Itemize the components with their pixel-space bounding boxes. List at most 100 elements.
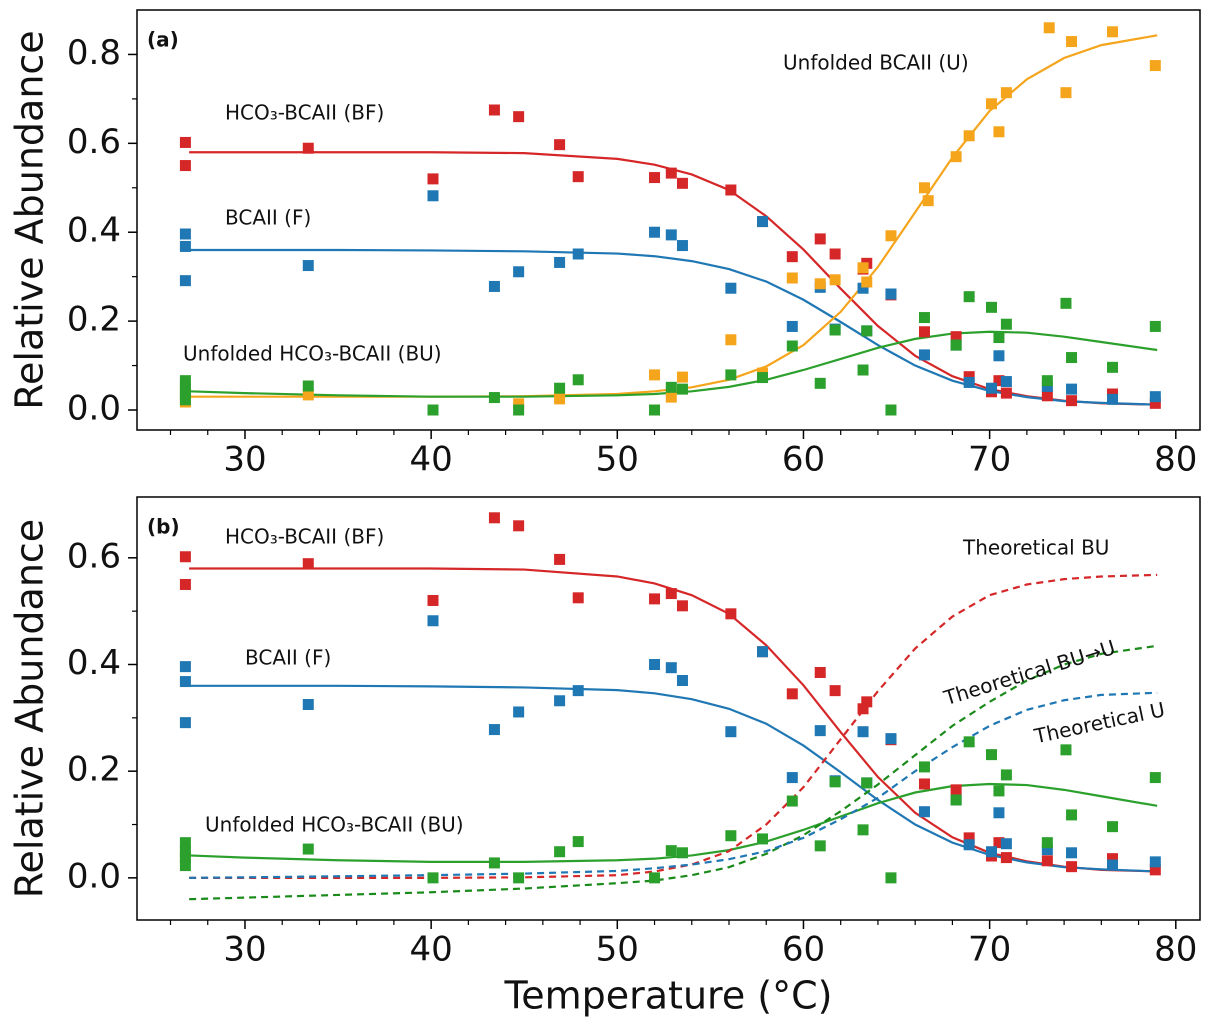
- data-point: [725, 282, 737, 294]
- data-point: [513, 706, 525, 718]
- data-point: [649, 658, 661, 670]
- data-point: [985, 98, 997, 110]
- data-point: [488, 392, 500, 404]
- data-point: [725, 369, 737, 381]
- data-point: [179, 661, 191, 673]
- data-point: [1041, 844, 1053, 856]
- y-tick-label: 0.2: [67, 300, 121, 340]
- data-point: [665, 845, 677, 857]
- data-point: [572, 248, 584, 260]
- data-point: [179, 136, 191, 148]
- fit-curve: [189, 248, 1158, 406]
- axes-frame: [136, 496, 1201, 921]
- data-point: [665, 588, 677, 600]
- data-point: [885, 288, 897, 300]
- data-point: [857, 364, 869, 376]
- data-point: [1149, 60, 1161, 72]
- data-point: [179, 228, 191, 240]
- plot-area: [179, 22, 1161, 416]
- data-point: [829, 685, 841, 697]
- data-point: [1066, 847, 1078, 859]
- series-label: BCAII (F): [245, 646, 331, 670]
- x-tick-label: 60: [782, 930, 825, 970]
- data-point: [649, 404, 661, 416]
- data-point: [302, 698, 314, 710]
- axes-frame: [136, 9, 1201, 431]
- data-point: [179, 160, 191, 172]
- y-tick-label: 0.6: [67, 536, 121, 576]
- fit-curve: [189, 782, 1158, 863]
- data-point: [963, 839, 975, 851]
- data-point: [918, 778, 930, 790]
- data-point: [1060, 297, 1072, 309]
- data-point: [786, 320, 798, 332]
- data-point: [963, 376, 975, 388]
- data-point: [1107, 361, 1119, 373]
- data-point: [861, 696, 873, 708]
- data-point: [1043, 22, 1055, 34]
- data-point: [829, 776, 841, 788]
- data-point: [179, 394, 191, 406]
- data-point: [554, 846, 566, 858]
- y-tick-label: 0.8: [67, 33, 121, 73]
- data-point: [676, 674, 688, 686]
- data-point: [985, 382, 997, 394]
- data-point: [427, 190, 439, 202]
- data-point: [572, 836, 584, 848]
- data-point: [1000, 769, 1012, 781]
- data-point: [814, 840, 826, 852]
- x-tick-label: 40: [410, 440, 453, 480]
- data-point: [857, 262, 869, 274]
- data-point: [1066, 861, 1078, 873]
- x-tick-label: 30: [223, 440, 266, 480]
- data-point: [676, 600, 688, 612]
- data-point: [993, 807, 1005, 819]
- y-tick-label: 0.6: [67, 122, 121, 162]
- data-point: [757, 372, 769, 384]
- data-point: [513, 872, 525, 884]
- data-point: [950, 331, 962, 343]
- data-point: [918, 312, 930, 324]
- data-point: [1060, 744, 1072, 756]
- data-point: [1107, 393, 1119, 405]
- data-point: [302, 389, 314, 401]
- data-point: [1107, 821, 1119, 833]
- data-point: [1066, 383, 1078, 395]
- data-point: [1041, 375, 1053, 387]
- data-point: [1041, 837, 1053, 849]
- y-tick-label: 0.2: [67, 750, 121, 790]
- data-point: [922, 195, 934, 207]
- data-point: [488, 724, 500, 736]
- data-point: [1107, 853, 1119, 865]
- data-point: [179, 275, 191, 287]
- data-point: [572, 592, 584, 604]
- data-point: [554, 382, 566, 394]
- data-point: [649, 369, 661, 381]
- data-point: [1041, 855, 1053, 867]
- data-point: [179, 846, 191, 858]
- panel: 30 40 50 60 70 80 0.0 0.2 0.4 0.6 Relative Abundan…: [8, 496, 1201, 1018]
- data-point: [950, 151, 962, 163]
- data-point: [829, 274, 841, 286]
- panel-label: (a): [147, 28, 179, 52]
- data-point: [572, 374, 584, 386]
- theoretical-curve: [189, 691, 1158, 879]
- data-point: [963, 832, 975, 844]
- x-tick-label: 80: [1154, 930, 1197, 970]
- data-point: [1066, 395, 1078, 407]
- data-point: [302, 558, 314, 570]
- data-point: [179, 578, 191, 590]
- data-point: [1041, 380, 1053, 392]
- data-point: [918, 182, 930, 194]
- data-point: [302, 142, 314, 154]
- series-label: HCO₃-BCAII (BF): [225, 525, 384, 549]
- data-point: [513, 520, 525, 532]
- data-point: [786, 688, 798, 700]
- data-point: [993, 126, 1005, 138]
- data-point: [993, 332, 1005, 344]
- x-tick-label: 50: [596, 440, 639, 480]
- data-point: [1149, 320, 1161, 332]
- data-point: [950, 794, 962, 806]
- data-point: [885, 230, 897, 242]
- data-point: [786, 251, 798, 263]
